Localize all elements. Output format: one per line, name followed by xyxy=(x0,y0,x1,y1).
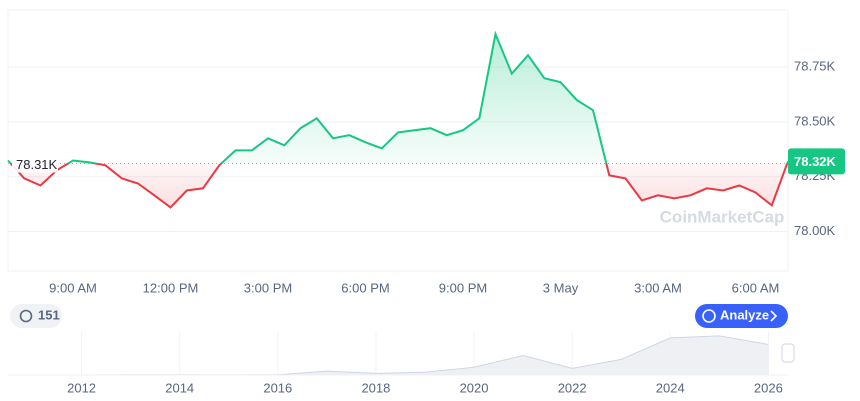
y-tick-label: 78.00K xyxy=(794,223,836,238)
analyze-bg[interactable] xyxy=(695,304,788,328)
navigator-handle xyxy=(781,343,795,363)
x-tick-label: 2014 xyxy=(165,380,194,395)
x-tick-label: 2020 xyxy=(460,380,489,395)
pill-bg[interactable] xyxy=(10,304,62,328)
history-pill[interactable]: 151 xyxy=(10,304,62,328)
x-tick-label: 6:00 PM xyxy=(341,280,389,295)
x-tick-label: 2018 xyxy=(361,380,390,395)
plot-frame xyxy=(7,9,789,272)
x-tick-label: 2012 xyxy=(67,380,96,395)
area-fill xyxy=(8,34,788,208)
last-price-bg xyxy=(788,148,845,175)
x-tick-label: 12:00 PM xyxy=(143,280,199,295)
last-price-label: 78.32K xyxy=(794,154,837,169)
y-tick-label: 78.75K xyxy=(794,58,836,73)
analyze-label: Analyze xyxy=(720,307,769,322)
y-tick-label: 78.50K xyxy=(794,113,836,128)
baseline-label: 78.31K xyxy=(16,157,58,172)
x-tick-label: 2022 xyxy=(558,380,587,395)
x-tick-label: 3:00 PM xyxy=(244,280,292,295)
x-tick-label: 2026 xyxy=(754,380,783,395)
x-tick-label: 3 May xyxy=(543,280,579,295)
analyze-icon xyxy=(702,309,716,323)
clock-icon xyxy=(19,309,33,323)
price-line xyxy=(7,30,789,209)
analyze-button[interactable]: Analyze xyxy=(695,304,788,328)
x-tick-label: 3:00 AM xyxy=(634,280,682,295)
x-tick-label: 2024 xyxy=(656,380,685,395)
baseline-label-bg xyxy=(12,154,58,173)
navigator-area xyxy=(32,335,769,375)
x-tick-label: 9:00 PM xyxy=(439,280,487,295)
watermark: CoinMarketCap xyxy=(660,207,785,226)
x-tick-label: 9:00 AM xyxy=(49,280,97,295)
history-count: 151 xyxy=(38,307,60,322)
x-tick-label: 6:00 AM xyxy=(732,280,780,295)
chevron xyxy=(770,310,778,322)
x-tick-label: 2016 xyxy=(263,380,292,395)
